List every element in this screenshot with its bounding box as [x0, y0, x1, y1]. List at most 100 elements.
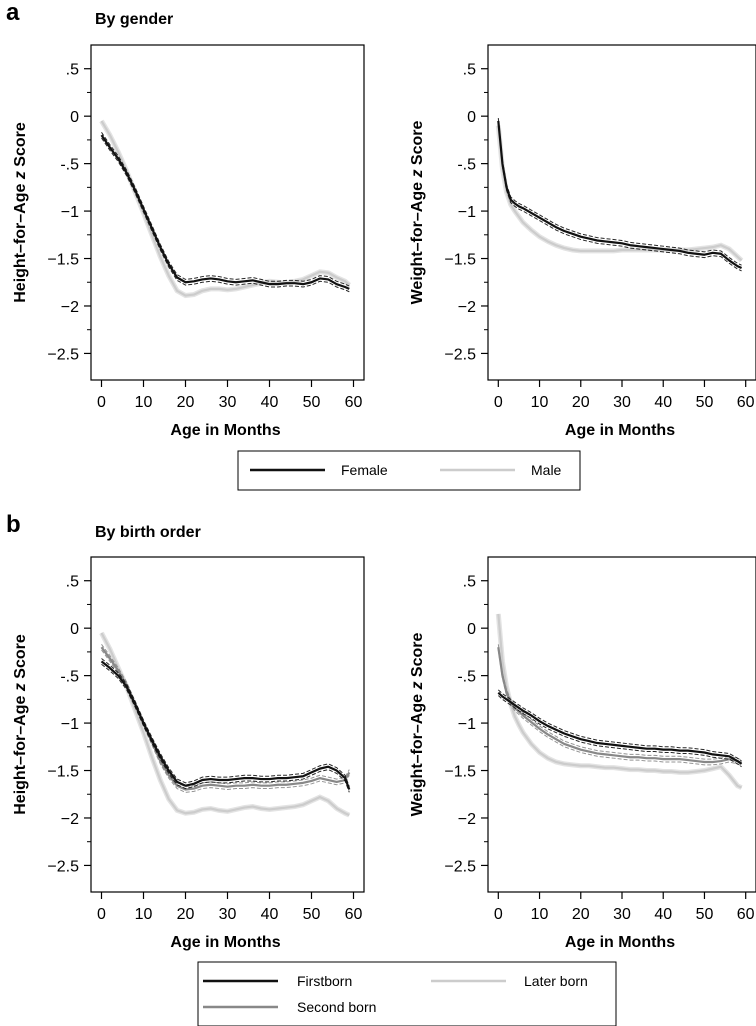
x-tick-label: 40 [261, 394, 279, 411]
y-tick-label: -.5 [457, 669, 476, 686]
series-later-born-line [100, 632, 350, 817]
x-axis-title: Age in Months [170, 934, 280, 951]
x-tick-label: 60 [345, 394, 363, 411]
legend-b: Firstborn Later born Second born [197, 961, 617, 1026]
y-tick-label: −2 [458, 811, 476, 828]
x-tick-label: 60 [345, 906, 363, 923]
x-tick-label: 20 [572, 906, 590, 923]
series-second-born-line [497, 647, 743, 764]
series-firstborn-ci-upper [101, 658, 350, 787]
y-tick-label: −2.5 [47, 858, 79, 875]
x-axis-title: Age in Months [565, 934, 675, 951]
y-tick-label: .5 [463, 574, 476, 591]
series-female-ci-lower [101, 137, 350, 293]
x-tick-label: 40 [261, 906, 279, 923]
plot-1: .5 0 -.5 −1 −1.5 −2 −2.5 0 10 20 30 40 50 60 Age in Mo… [409, 44, 756, 439]
series-later-born-line [497, 613, 743, 789]
y-tick-label: -.5 [60, 157, 79, 174]
legend-a: Female Male [237, 450, 581, 491]
y-tick-label: −1.5 [444, 764, 476, 781]
y-tick-label: −1 [61, 204, 79, 221]
y-tick-label: −2 [458, 299, 476, 316]
x-tick-label: 0 [494, 906, 503, 923]
y-tick-label: .5 [66, 62, 79, 79]
x-tick-label: 0 [494, 394, 503, 411]
series-firstborn-ci-lower [101, 663, 350, 793]
series-firstborn-line [100, 660, 351, 790]
series-female-line [100, 134, 350, 290]
series-female-ci-lower [497, 123, 742, 272]
y-tick-label: −2 [61, 811, 79, 828]
x-tick-label: 60 [737, 394, 755, 411]
y-tick-label: −1.5 [47, 252, 79, 269]
x-tick-label: 50 [696, 394, 714, 411]
series-female-ci-upper [497, 118, 742, 266]
legend-a-label-male: Male [531, 462, 562, 478]
y-tick-label: 0 [467, 621, 476, 638]
x-tick-label: 10 [135, 394, 153, 411]
plot-frame [90, 44, 365, 381]
y-tick-label: .5 [66, 574, 79, 591]
y-tick-label: −1 [458, 716, 476, 733]
x-tick-label: 30 [613, 906, 631, 923]
x-tick-label: 40 [654, 906, 672, 923]
y-axis-title: Height–for–Age z Score [12, 634, 29, 815]
x-tick-label: 10 [135, 906, 153, 923]
series-male-line [100, 120, 351, 297]
x-tick-label: 20 [177, 394, 195, 411]
x-tick-label: 30 [219, 394, 237, 411]
x-tick-label: 60 [737, 906, 755, 923]
x-tick-label: 50 [303, 394, 321, 411]
plot-3: .5 0 -.5 −1 −1.5 −2 −2.5 0 10 20 30 40 50 60 Age in Mo… [409, 556, 756, 951]
plot-frame [90, 556, 365, 893]
panel-title-a: By gender [95, 11, 173, 28]
y-tick-label: -.5 [60, 669, 79, 686]
y-tick-label: -.5 [457, 157, 476, 174]
plot-frame [487, 556, 756, 893]
y-tick-label: −1.5 [444, 252, 476, 269]
x-tick-label: 30 [613, 394, 631, 411]
x-tick-label: 0 [97, 394, 106, 411]
series-later-born-band [99, 631, 351, 818]
x-tick-label: 30 [219, 906, 237, 923]
plot-0: .5 0 -.5 −1 −1.5 −2 −2.5 0 10 20 30 40 50 60 Age in Mo… [12, 44, 365, 439]
y-tick-label: −2.5 [47, 346, 79, 363]
series-female-line [497, 120, 743, 270]
series-second-born-ci-lower [497, 649, 742, 767]
y-tick-label: −1 [61, 716, 79, 733]
y-axis-title: Weight–for–Age z Score [409, 121, 426, 305]
y-tick-label: 0 [70, 109, 79, 126]
y-tick-label: −1.5 [47, 764, 79, 781]
y-tick-label: −2.5 [444, 858, 476, 875]
y-tick-label: −2.5 [444, 346, 476, 363]
x-axis-title: Age in Months [170, 422, 280, 439]
series-female-ci-upper [101, 132, 350, 287]
legend-b-label-second-born: Second born [297, 999, 376, 1015]
legend-a-label-female: Female [341, 462, 388, 478]
panel-letter-a: a [6, 0, 20, 26]
panel-title-b: By birth order [95, 524, 201, 541]
x-tick-label: 0 [97, 906, 106, 923]
plot-2: .5 0 -.5 −1 −1.5 −2 −2.5 0 10 20 30 40 50 60 Age in Mo… [12, 556, 365, 951]
legend-b-label-later-born: Later born [524, 973, 588, 989]
x-tick-label: 10 [531, 906, 549, 923]
x-tick-label: 50 [303, 906, 321, 923]
x-tick-label: 40 [654, 394, 672, 411]
series-second-born-ci-upper [497, 644, 742, 761]
plot-frame [487, 44, 756, 381]
y-axis-title: Weight–for–Age z Score [409, 633, 426, 817]
legend-b-label-firstborn: Firstborn [297, 973, 352, 989]
legend-b-box [197, 961, 617, 1026]
y-tick-label: −2 [61, 299, 79, 316]
y-tick-label: 0 [467, 109, 476, 126]
x-tick-label: 50 [696, 906, 714, 923]
y-tick-label: −1 [458, 204, 476, 221]
series-male-band [99, 119, 351, 299]
x-tick-label: 20 [572, 394, 590, 411]
y-tick-label: 0 [70, 621, 79, 638]
series-male-line [497, 125, 743, 262]
x-tick-label: 10 [531, 394, 549, 411]
y-axis-title: Height–for–Age z Score [12, 122, 29, 303]
